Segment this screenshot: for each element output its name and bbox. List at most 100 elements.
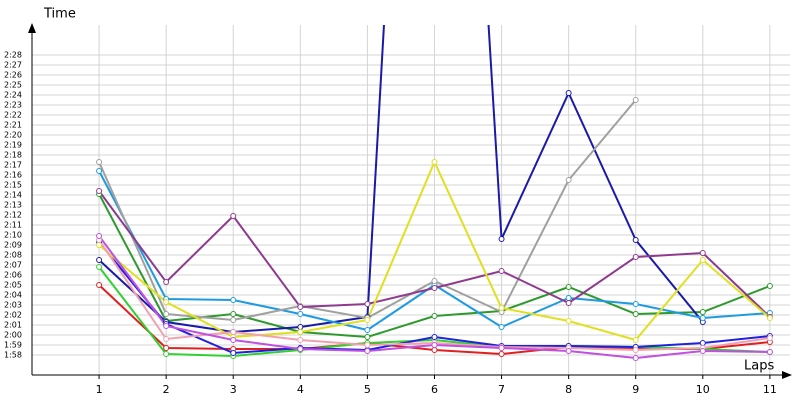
data-point bbox=[565, 295, 572, 301]
y-tick-label: 2:16 bbox=[4, 171, 22, 180]
data-point bbox=[632, 237, 639, 243]
data-point bbox=[565, 318, 572, 324]
data-point bbox=[632, 311, 639, 317]
data-point bbox=[163, 351, 170, 357]
y-tick-label: 2:14 bbox=[4, 191, 22, 200]
x-tick-label: 8 bbox=[565, 383, 572, 396]
data-point bbox=[297, 346, 304, 352]
data-point bbox=[498, 345, 505, 351]
y-tick-label: 2:06 bbox=[4, 271, 22, 280]
plot-area bbox=[96, 25, 773, 361]
x-tick-label: 3 bbox=[230, 383, 237, 396]
y-tick-label: 2:15 bbox=[4, 181, 22, 190]
data-point bbox=[498, 351, 505, 357]
x-tick-label: 4 bbox=[297, 383, 304, 396]
data-point bbox=[565, 177, 572, 183]
data-point bbox=[699, 257, 706, 263]
data-point bbox=[230, 350, 237, 356]
y-tick-label: 2:05 bbox=[4, 281, 22, 290]
y-tick-label: 2:25 bbox=[4, 81, 22, 90]
x-axis-label: Laps bbox=[744, 359, 774, 374]
series-line bbox=[98, 25, 704, 334]
x-tick-label: 6 bbox=[431, 383, 438, 396]
data-point bbox=[498, 268, 505, 274]
data-point bbox=[163, 299, 170, 305]
data-point bbox=[766, 335, 773, 341]
data-point bbox=[565, 284, 572, 290]
y-tick-label: 2:10 bbox=[4, 231, 22, 240]
y-tick-label: 2:08 bbox=[4, 251, 22, 260]
y-tick-label: 2:11 bbox=[4, 221, 22, 230]
y-tick-label: 2:00 bbox=[4, 331, 22, 340]
data-point bbox=[96, 188, 103, 194]
data-point bbox=[297, 311, 304, 317]
data-point bbox=[364, 342, 371, 348]
data-point bbox=[364, 348, 371, 354]
data-point bbox=[699, 309, 706, 315]
data-point bbox=[230, 329, 237, 335]
data-point bbox=[297, 324, 304, 330]
data-point bbox=[297, 337, 304, 343]
data-point bbox=[364, 334, 371, 340]
data-point bbox=[766, 349, 773, 355]
data-point bbox=[230, 297, 237, 303]
y-tick-label: 2:27 bbox=[4, 61, 22, 70]
data-point bbox=[632, 337, 639, 343]
data-point bbox=[96, 264, 103, 270]
y-arrow bbox=[28, 23, 36, 33]
x-tick-label: 7 bbox=[498, 383, 505, 396]
y-tick-label: 2:19 bbox=[4, 141, 22, 150]
data-point bbox=[699, 348, 706, 354]
y-tick-label: 2:18 bbox=[4, 151, 22, 160]
y-tick-label: 2:20 bbox=[4, 131, 22, 140]
data-point bbox=[565, 300, 572, 306]
data-point bbox=[163, 345, 170, 351]
y-tick-label: 2:09 bbox=[4, 241, 22, 250]
data-point bbox=[632, 97, 639, 103]
x-arrow bbox=[782, 371, 792, 379]
data-point bbox=[431, 285, 438, 291]
data-point bbox=[364, 317, 371, 323]
data-point bbox=[699, 250, 706, 256]
y-tick-label: 2:13 bbox=[4, 201, 22, 210]
y-tick-label: 1:58 bbox=[4, 351, 22, 360]
x-tick-label: 10 bbox=[696, 383, 710, 396]
y-tick-label: 2:22 bbox=[4, 111, 22, 120]
y-tick-label: 1:59 bbox=[4, 341, 22, 350]
data-point bbox=[364, 301, 371, 307]
y-axis-label: Time bbox=[43, 7, 76, 22]
data-point bbox=[364, 327, 371, 333]
x-tick-label: 1 bbox=[96, 383, 103, 396]
data-point bbox=[699, 315, 706, 321]
x-tick-label: 9 bbox=[632, 383, 639, 396]
data-point bbox=[498, 305, 505, 311]
y-tick-label: 2:12 bbox=[4, 211, 22, 220]
data-point bbox=[163, 323, 170, 329]
y-tick-label: 2:24 bbox=[4, 91, 22, 100]
data-point bbox=[498, 236, 505, 242]
data-point bbox=[431, 313, 438, 319]
data-point bbox=[230, 317, 237, 323]
data-point bbox=[498, 324, 505, 330]
y-tick-label: 2:23 bbox=[4, 101, 22, 110]
y-tick-label: 2:26 bbox=[4, 71, 22, 80]
data-point bbox=[565, 348, 572, 354]
y-tick-label: 2:04 bbox=[4, 291, 22, 300]
data-point bbox=[163, 311, 170, 317]
data-point bbox=[230, 311, 237, 317]
x-tick-label: 5 bbox=[364, 383, 371, 396]
data-point bbox=[96, 257, 103, 263]
y-tick-label: 2:21 bbox=[4, 121, 22, 130]
data-point bbox=[632, 254, 639, 260]
data-point bbox=[431, 278, 438, 284]
y-tick-label: 2:03 bbox=[4, 301, 22, 310]
data-point bbox=[230, 213, 237, 219]
data-point bbox=[431, 159, 438, 165]
data-point bbox=[699, 340, 706, 346]
data-point bbox=[96, 159, 103, 165]
y-tick-label: 2:07 bbox=[4, 261, 22, 270]
data-point bbox=[565, 90, 572, 96]
y-tick-label: 2:17 bbox=[4, 161, 22, 170]
data-point bbox=[163, 336, 170, 342]
x-tick-label: 2 bbox=[163, 383, 170, 396]
